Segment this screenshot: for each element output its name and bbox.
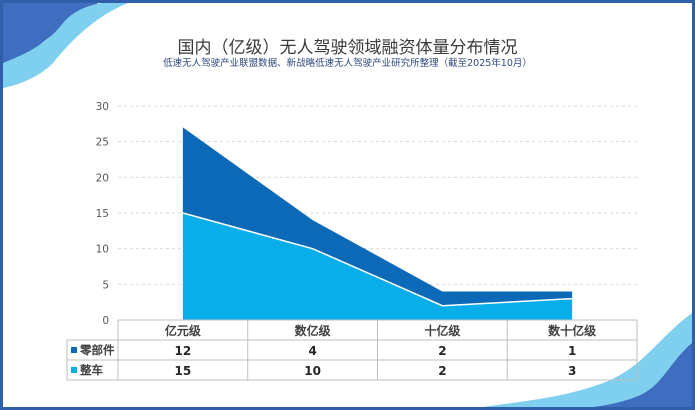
data-value: 4 [308, 344, 316, 358]
corner-wave-bottom-right-dark [593, 343, 692, 407]
y-tick-label: 0 [102, 315, 109, 327]
y-tick-label: 15 [96, 208, 109, 220]
category-label: 数亿级 [295, 323, 331, 338]
series-area-parts [182, 127, 573, 306]
y-tick-label: 25 [96, 137, 109, 149]
data-value: 2 [438, 364, 446, 378]
data-value: 1 [568, 344, 576, 358]
background-decoration [3, 3, 692, 407]
corner-wave-bottom-right-light [483, 313, 692, 407]
y-tick-label: 10 [96, 244, 109, 256]
legend-swatch [71, 347, 77, 353]
data-value: 3 [568, 364, 576, 378]
chart-title: 国内（亿级）无人驾驶领域融资体量分布情况 [177, 38, 518, 58]
data-value: 10 [304, 364, 321, 378]
data-value: 15 [175, 364, 192, 378]
legend-label: 零部件 [79, 343, 115, 357]
y-tick-label: 20 [96, 172, 109, 184]
category-label: 十亿级 [424, 323, 460, 338]
chart-subtitle: 低速无人驾驶产业联盟数据、新战略低速无人驾驶产业研究所整理（截至2025年10月… [163, 58, 532, 69]
legend-swatch [71, 367, 77, 373]
legend-label: 整车 [79, 363, 103, 377]
y-tick-label: 30 [96, 101, 109, 113]
corner-wave-top-left-light [3, 3, 128, 88]
series-area-vehicle [182, 213, 573, 320]
category-label: 数十亿级 [548, 323, 596, 338]
corner-wave-top-left-dark [3, 3, 98, 81]
series-boundary-line [182, 212, 573, 307]
y-tick-label: 5 [102, 279, 109, 291]
data-value: 12 [175, 344, 192, 358]
data-value: 2 [438, 344, 446, 358]
category-label: 亿元级 [165, 323, 201, 338]
